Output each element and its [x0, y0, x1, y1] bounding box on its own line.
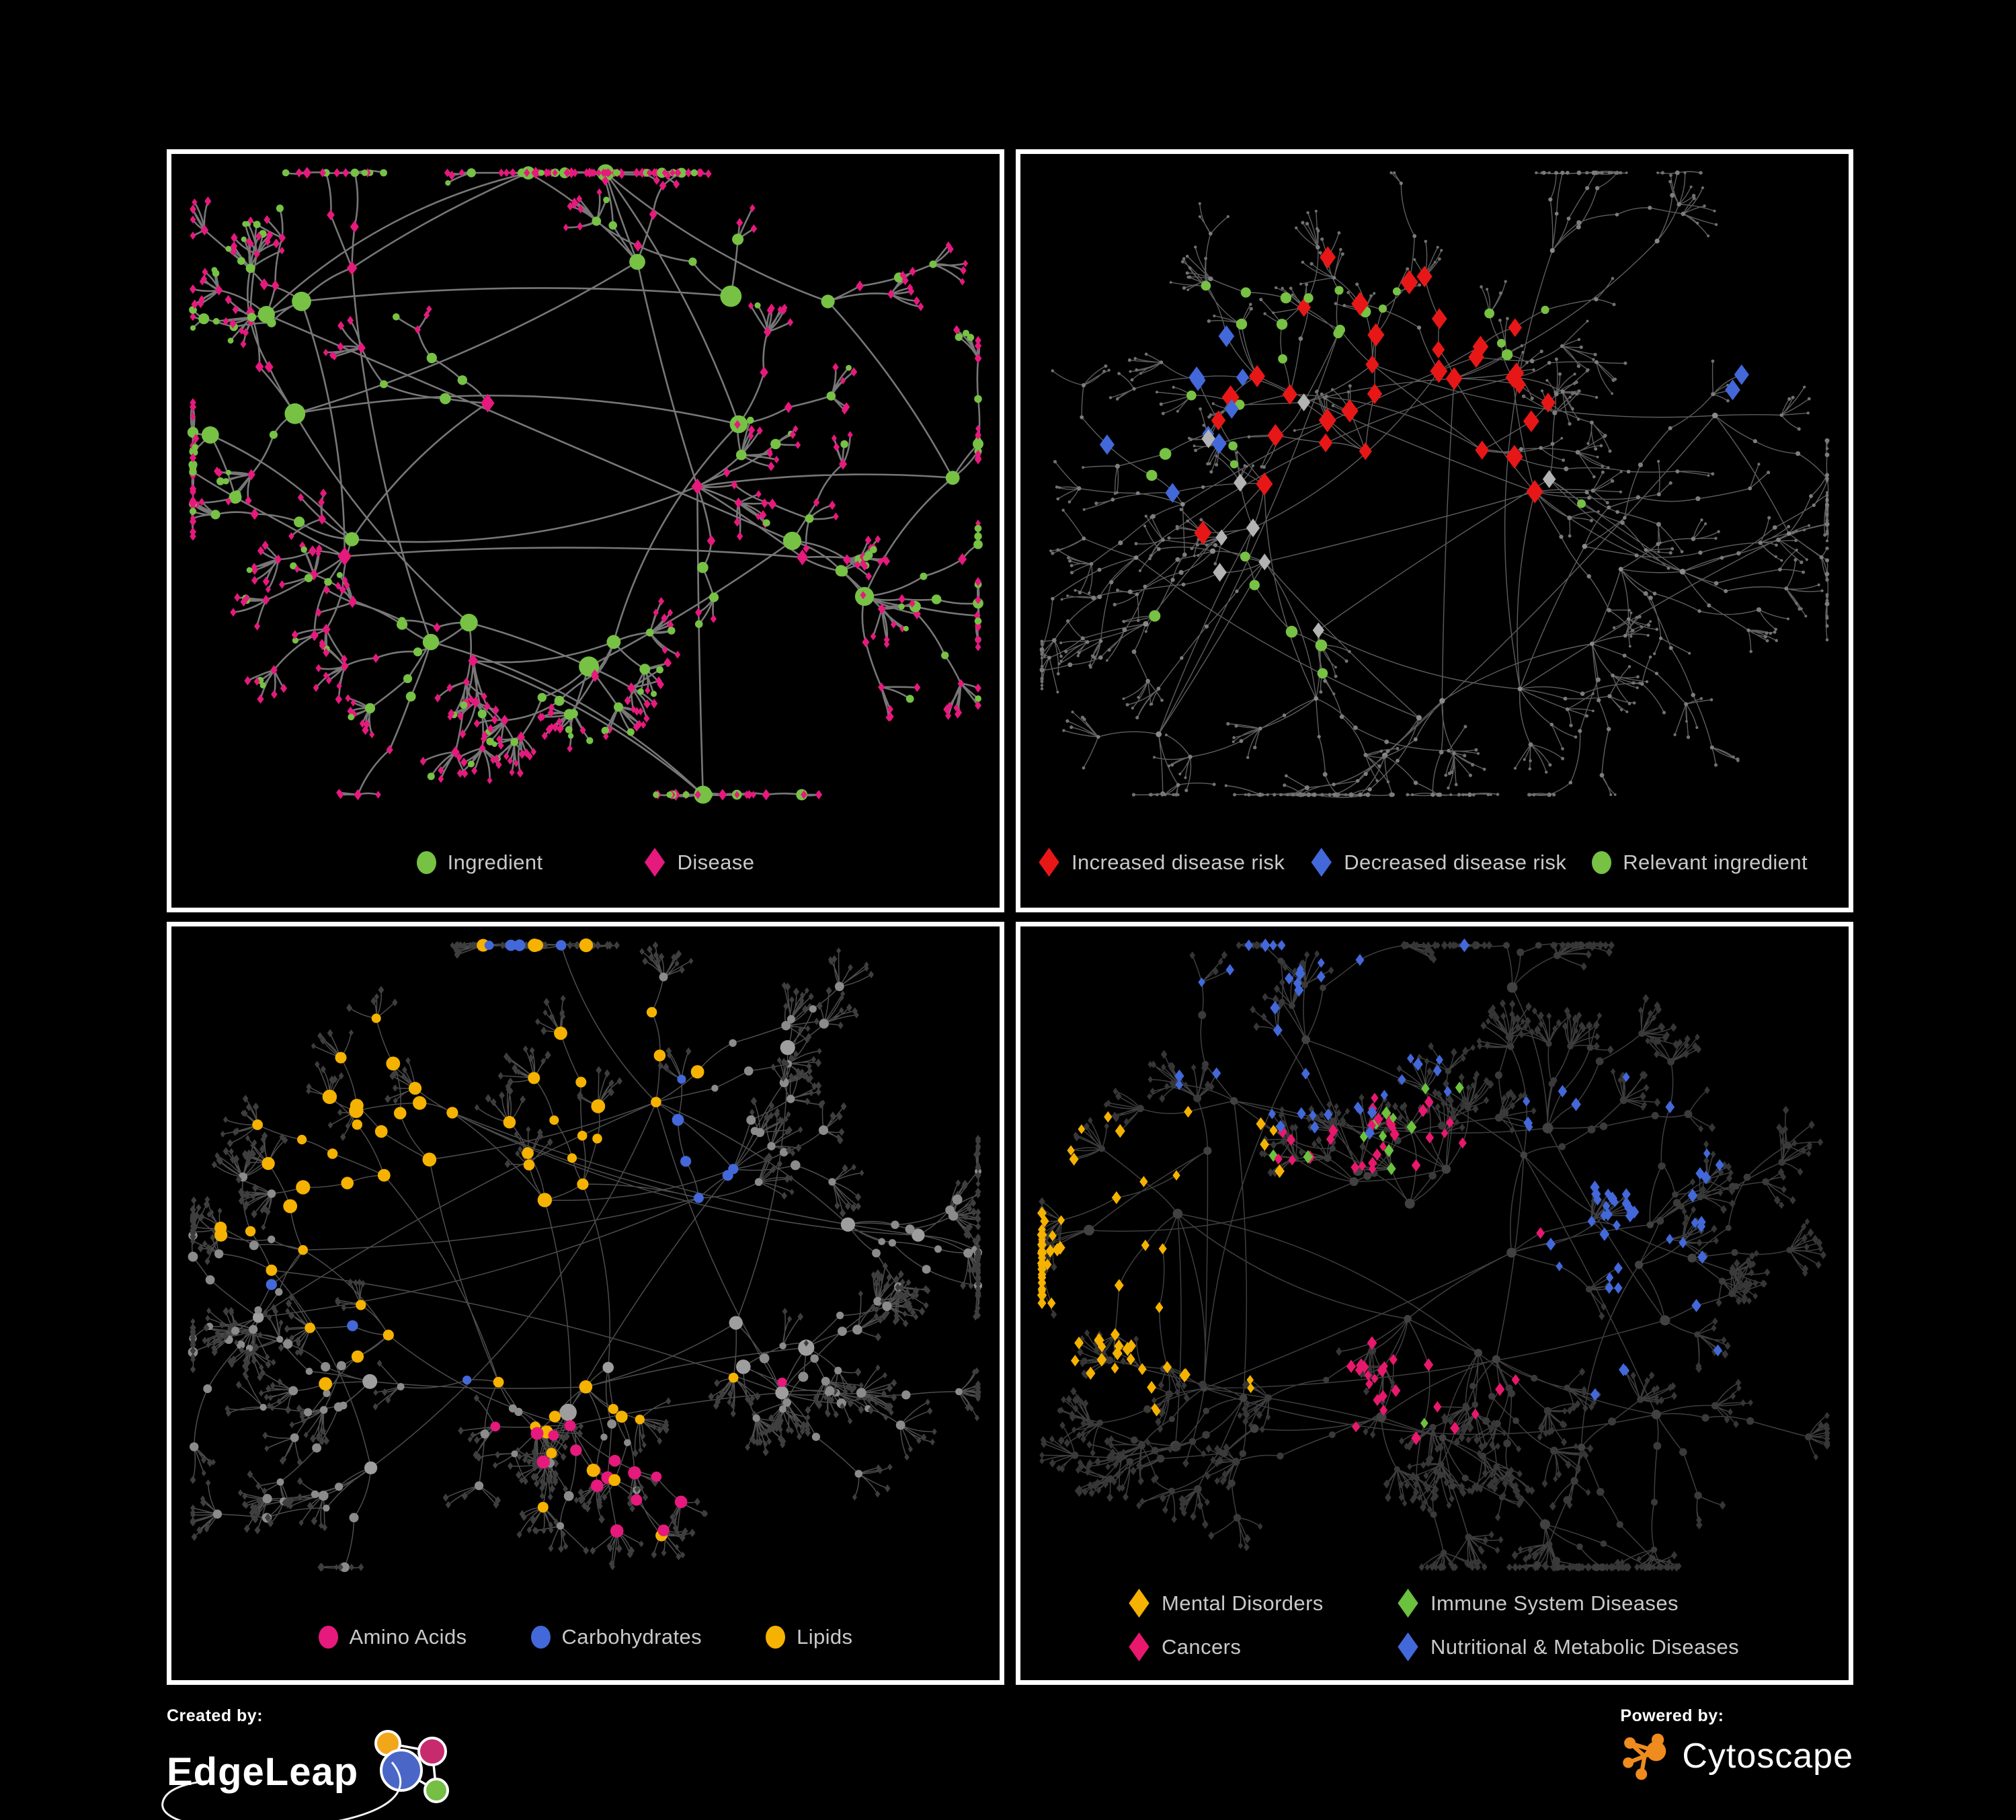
legend-diamond-marker [1311, 848, 1332, 877]
powered-by-label: Powered by: [1620, 1706, 1724, 1725]
legend-item-cancers: Cancers [1128, 1632, 1397, 1661]
network-nodes-layer [1037, 938, 1830, 1572]
nutrient-class-network-canvas [188, 938, 983, 1573]
network-edges-layer [190, 169, 981, 797]
disease-risk-legend: Increased disease risk Decreased disease … [1020, 848, 1849, 877]
legend-label: Increased disease risk [1072, 850, 1285, 874]
legend-item-amino-acids: Amino Acids [318, 1625, 467, 1649]
legend-row: Ingredient Disease [171, 848, 1000, 877]
legend-item-disease: Disease [644, 848, 755, 877]
legend-row: Increased disease risk Decreased disease … [1020, 848, 1849, 877]
network-edges-layer [1040, 943, 1828, 1569]
legend-label: Amino Acids [349, 1625, 467, 1649]
legend-label: Lipids [797, 1625, 853, 1649]
legend-diamond-marker [1398, 1589, 1418, 1618]
legend-circle-marker [318, 1626, 338, 1649]
created-by-label: Created by: [167, 1706, 264, 1725]
panel-ingredient-disease: Ingredient Disease [167, 149, 1004, 912]
legend-diamond-marker [1129, 1589, 1150, 1618]
panel-disease-categories: Mental Disorders Immune System Diseases Ca… [1016, 922, 1853, 1685]
legend-circle-marker [416, 850, 436, 874]
network-edges-layer [1041, 171, 1829, 798]
legend-circle-marker [530, 1626, 551, 1649]
legend-row: Cancers Nutritional & Metabolic Diseases [1020, 1632, 1849, 1661]
legend-circle-marker [766, 1626, 786, 1649]
ingredient-disease-legend: Ingredient Disease [171, 848, 1000, 877]
cytoscape-wordmark: Cytoscape [1682, 1737, 1853, 1776]
legend-label: Ingredient [447, 850, 543, 874]
legend-label: Relevant ingredient [1623, 850, 1808, 874]
disease-category-network-canvas [1037, 938, 1830, 1572]
cytoscape-credit: Powered by: [1620, 1706, 1853, 1782]
cytoscape-lockup: Cytoscape [1620, 1730, 1853, 1782]
legend-diamond-marker [1129, 1632, 1150, 1661]
legend-item-nutritional-metabolic-diseases: Nutritional & Metabolic Diseases [1397, 1632, 1849, 1661]
legend-item-immune-system-diseases: Immune System Diseases [1397, 1589, 1849, 1618]
legend-label: Mental Disorders [1162, 1591, 1324, 1615]
nutrient-class-legend: Amino Acids Carbohydrates Lipids [171, 1625, 1000, 1649]
legend-item-lipids: Lipids [766, 1625, 852, 1649]
legend-circle-marker [1592, 850, 1612, 874]
legend-item-mental-disorders: Mental Disorders [1128, 1589, 1397, 1618]
legend-item-ingredient: Ingredient [416, 850, 543, 875]
network-nodes-layer [188, 938, 983, 1573]
legend-row: Mental Disorders Immune System Diseases [1020, 1589, 1849, 1618]
legend-label: Disease [677, 850, 755, 874]
legend-item-carbohydrates: Carbohydrates [530, 1625, 702, 1649]
disease-category-legend: Mental Disorders Immune System Diseases Ca… [1020, 1589, 1849, 1661]
edgeleap-lockup: EdgeLeap [161, 1729, 460, 1820]
edgeleap-credit: Created by: EdgeLeap [161, 1706, 460, 1820]
edgeleap-logo-icon [374, 1730, 450, 1803]
disease-risk-network-canvas [1039, 170, 1830, 798]
legend-row: Amino Acids Carbohydrates Lipids [171, 1625, 1000, 1649]
footer: Created by: EdgeLeap [161, 1706, 1853, 1820]
network-nodes-layer [187, 164, 983, 804]
ingredient-disease-network-canvas [187, 164, 983, 804]
legend-diamond-marker [644, 848, 666, 877]
network-nodes-layer [1039, 170, 1830, 797]
legend-label: Carbohydrates [561, 1625, 702, 1649]
panel-disease-risk: Increased disease risk Decreased disease … [1016, 149, 1853, 912]
legend-item-decreased-disease-risk: Decreased disease risk [1310, 848, 1566, 877]
legend-label: Cancers [1162, 1634, 1242, 1659]
legend-item-relevant-ingredient: Relevant ingredient [1592, 850, 1808, 875]
legend-label: Immune System Diseases [1430, 1591, 1679, 1615]
legend-label: Decreased disease risk [1344, 850, 1567, 874]
legend-diamond-marker [1039, 848, 1059, 877]
edgeleap-wordmark: EdgeLeap [167, 1750, 359, 1794]
panel-nutrient-classes: Amino Acids Carbohydrates Lipids [167, 922, 1004, 1685]
legend-item-increased-disease-risk: Increased disease risk [1038, 848, 1285, 877]
legend-label: Nutritional & Metabolic Diseases [1430, 1634, 1740, 1659]
legend-diamond-marker [1398, 1632, 1418, 1661]
cytoscape-logo-icon [1623, 1733, 1666, 1780]
